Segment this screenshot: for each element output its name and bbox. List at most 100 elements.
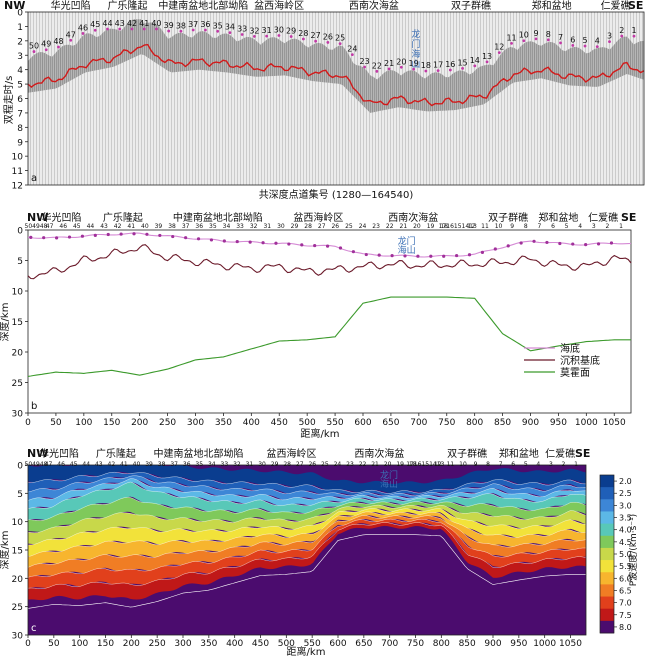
region-label: 盆西海岭区 xyxy=(254,0,304,12)
panel-b-tag: b xyxy=(31,401,37,412)
station-number: 12 xyxy=(468,223,476,230)
station-dot xyxy=(480,250,485,254)
region-label: 郑和盆地 xyxy=(532,0,572,12)
station-number: 7 xyxy=(537,223,541,230)
station-number: 35 xyxy=(209,223,217,230)
site-marker xyxy=(44,48,48,52)
station-dot xyxy=(325,244,330,248)
series-line-1 xyxy=(27,232,632,258)
seamount-char: 山 xyxy=(389,479,398,490)
site-marker xyxy=(399,65,403,69)
site-marker xyxy=(265,34,269,38)
site-number: 47 xyxy=(66,30,76,39)
colorbar-swatch xyxy=(600,511,614,525)
velocity-band xyxy=(28,478,586,510)
station-dot xyxy=(145,232,149,236)
station-number: 29 xyxy=(291,223,299,230)
station-dot xyxy=(313,243,317,248)
panel-c: 0 50 100 150 200 250 300 350 400 450 500 550 600 650 7… xyxy=(0,447,639,658)
site-marker xyxy=(571,44,575,47)
site-marker xyxy=(559,41,562,45)
station-number: 40 xyxy=(133,461,141,468)
station-number: 41 xyxy=(127,223,135,230)
site-number: 22 xyxy=(372,61,382,70)
y-tick-label: 5 xyxy=(17,490,23,500)
panel-b-y-axis: 0 5 10 15 20 25 30 xyxy=(12,227,28,420)
y-tick-label: 1 xyxy=(17,23,23,33)
x-tick-label: 0 xyxy=(25,418,31,428)
station-dot xyxy=(300,243,304,247)
site-number: 3 xyxy=(607,32,612,41)
station-dot xyxy=(390,254,394,258)
site-marker xyxy=(595,45,599,49)
x-tick-label: 0 xyxy=(25,639,31,649)
station-number: 31 xyxy=(263,223,271,230)
seamount-char: 龙 xyxy=(398,235,407,247)
station-number: 47 xyxy=(46,223,54,230)
x-tick-label: 350 xyxy=(200,639,217,649)
station-dot xyxy=(158,233,162,238)
colorbar-swatch xyxy=(600,475,614,488)
region-label: 盆西海岭区 xyxy=(267,447,317,460)
region-label: 广乐隆起 xyxy=(96,447,136,460)
site-marker xyxy=(485,60,489,64)
station-dot xyxy=(467,253,472,257)
station-number: 1 xyxy=(574,461,578,468)
velocity-band xyxy=(28,472,586,497)
station-number: 26 xyxy=(331,223,339,230)
y-tick-label: 9 xyxy=(17,138,23,148)
velocity-contour xyxy=(27,481,587,509)
panel-a-xlabel: 共深度点道集号 (1280—164540) xyxy=(259,188,414,201)
station-dot xyxy=(506,244,510,248)
station-number: 26 xyxy=(308,461,316,468)
x-tick-label: 300 xyxy=(187,418,204,428)
site-number: 38 xyxy=(176,21,186,30)
site-number: 31 xyxy=(262,26,272,35)
panel-b-se: SE xyxy=(621,211,636,224)
station-number: 2 xyxy=(605,223,609,230)
station-number: 1716151413 xyxy=(439,223,477,230)
site-marker xyxy=(461,67,464,70)
station-number: 12 xyxy=(434,461,442,468)
y-tick-label: 11 xyxy=(12,167,23,177)
station-dot xyxy=(519,241,523,245)
panel-c-ylabel: 深度/km xyxy=(0,531,11,570)
site-marker xyxy=(253,34,256,38)
station-number: 32 xyxy=(233,461,241,468)
station-dot xyxy=(119,232,123,236)
station-number: 504948 xyxy=(25,461,48,468)
velocity-contour xyxy=(27,478,587,501)
station-number: 3 xyxy=(592,223,596,230)
site-number: 1 xyxy=(631,26,636,35)
panel-c-x-axis: 0 50 100 150 200 250 300 350 400 450 500 550 600 650 7… xyxy=(25,635,582,649)
x-tick-label: 900 xyxy=(484,639,501,649)
x-tick-label: 900 xyxy=(522,418,539,428)
x-tick-label: 300 xyxy=(174,639,191,649)
station-number: 1 xyxy=(619,223,623,230)
panel-a-se: SE xyxy=(628,0,643,12)
station-number: 9 xyxy=(474,461,478,468)
site-marker xyxy=(522,39,526,43)
colorbar-swatch xyxy=(600,572,614,585)
seamount-char: 海 xyxy=(380,478,389,490)
site-marker xyxy=(130,27,134,31)
site-number: 18 xyxy=(421,61,431,70)
station-number: 45 xyxy=(73,223,81,230)
y-tick-label: 25 xyxy=(12,379,23,389)
site-number: 41 xyxy=(139,19,149,28)
station-number: 34 xyxy=(223,223,231,230)
site-marker xyxy=(412,67,415,71)
station-number: 39 xyxy=(155,223,163,230)
station-number: 38 xyxy=(158,461,166,468)
station-number: 23 xyxy=(372,223,380,230)
station-number: 36 xyxy=(195,223,203,230)
station-number: 30 xyxy=(277,223,285,230)
y-tick-label: 7 xyxy=(17,109,23,119)
site-number: 23 xyxy=(360,57,370,66)
region-label: 华光凹陷 xyxy=(42,211,82,224)
site-marker xyxy=(497,51,501,55)
station-dot xyxy=(132,232,136,236)
panel-a-region-labels: 华光凹陷 广乐隆起 中建南盆地北部坳陷 盆西海岭区 西南次海盆 双子群礁 郑和盆地 仁爱礁 xyxy=(51,0,631,12)
